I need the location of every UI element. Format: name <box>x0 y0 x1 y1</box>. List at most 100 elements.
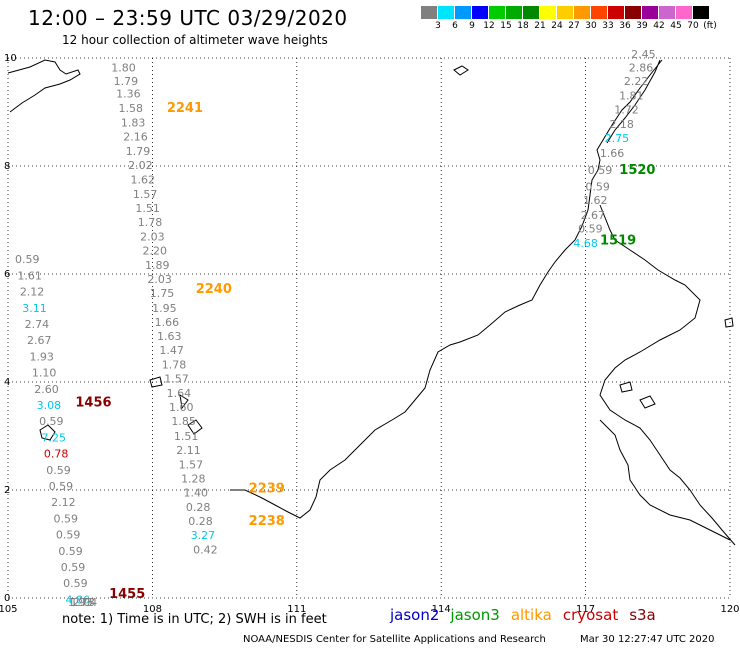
lon-tick-label: 111 <box>287 604 306 615</box>
color-swatch <box>455 6 472 19</box>
color-scale-label: 18 <box>517 21 529 31</box>
swh-value: 1.57 <box>164 373 189 386</box>
color-scale-label: 12 <box>483 21 495 31</box>
lat-tick-label: 6 <box>4 269 10 280</box>
swh-value: 1.72 <box>614 104 639 117</box>
swh-value: 0.28 <box>188 515 213 528</box>
color-scale-label: 36 <box>619 21 631 31</box>
swh-value: 1.57 <box>179 458 204 471</box>
color-scale-label: 9 <box>469 21 475 31</box>
pass-time-label: 2240 <box>196 282 232 297</box>
color-swatch <box>574 6 591 19</box>
swh-value: 2.16 <box>123 131 148 144</box>
map-subtitle: 12 hour collection of altimeter wave hei… <box>62 33 328 47</box>
color-swatch <box>438 6 455 19</box>
color-swatch <box>421 6 438 19</box>
color-scale-label: 39 <box>636 21 648 31</box>
pass-time-label: 1520 <box>619 163 655 178</box>
lat-tick-label: 4 <box>4 377 10 388</box>
swh-value: 1.62 <box>583 194 608 207</box>
swh-value: 1.36 <box>116 87 141 100</box>
color-swatch <box>557 6 574 19</box>
color-scale-label: 70 <box>687 21 699 31</box>
swh-value: 2.20 <box>143 245 168 258</box>
swh-value: 0.59 <box>39 415 64 428</box>
lon-tick-label: 117 <box>576 604 595 615</box>
pass-time-labels: 2241 2240 2239 2238 1456 1455 1520 1519 <box>75 101 655 602</box>
swh-value: 1.28 <box>181 472 206 485</box>
lat-tick-label: 2 <box>4 485 10 496</box>
color-scale-label: 27 <box>568 21 580 31</box>
color-scale-label: 42 <box>653 21 665 31</box>
swh-value: 2.74 <box>25 318 50 331</box>
color-scale-label: 3 <box>435 21 441 31</box>
swh-value: 1.73 <box>70 596 95 609</box>
swh-value: 0.59 <box>46 464 71 477</box>
swh-value: 1.61 <box>17 269 42 282</box>
swh-value: 2.11 <box>176 444 201 457</box>
lat-tick-label: 10 <box>4 53 17 64</box>
swh-value: 0.59 <box>49 480 74 493</box>
map-title: 12:00 – 23:59 UTC 03/29/2020 <box>28 6 348 30</box>
lon-tick-label: 120 <box>720 604 739 615</box>
swh-value: 2.04 <box>73 596 98 609</box>
swh-value: 1.60 <box>169 401 194 414</box>
swh-value: 2.22 <box>624 75 649 88</box>
swh-value: 0.42 <box>193 544 218 557</box>
swh-value: 1.85 <box>171 415 196 428</box>
color-scale-label: 24 <box>551 21 563 31</box>
color-scale-label: 45 <box>670 21 682 31</box>
color-scale-legend: 3 6 9 12 15 18 21 24 27 30 33 36 39 42 45 70 (ft) <box>421 6 717 33</box>
color-scale-label: 6 <box>452 21 458 31</box>
swh-value: 1.78 <box>162 359 187 372</box>
color-swatch <box>523 6 540 19</box>
swh-value: 1.51 <box>174 430 199 443</box>
swh-value: 1.64 <box>167 387 192 400</box>
color-swatch <box>591 6 608 19</box>
pass-time-label: 1519 <box>600 233 636 248</box>
swh-value: 0.59 <box>15 253 40 266</box>
color-scale-label: 21 <box>534 21 546 31</box>
swh-value: 1.83 <box>121 117 146 130</box>
swh-value: 3.08 <box>37 399 62 412</box>
lon-tick-label: 108 <box>143 604 162 615</box>
swh-value: 2.60 <box>34 383 59 396</box>
swh-value: 1.93 <box>29 350 54 363</box>
generated-timestamp: Mar 30 12:27:47 UTC 2020 <box>580 634 715 645</box>
color-scale-labels: 3 6 9 12 15 18 21 24 27 30 33 36 39 42 45 70 (ft) <box>421 21 717 33</box>
swh-value: 0.59 <box>58 545 83 558</box>
swh-value: 1.40 <box>183 486 208 499</box>
swh-value: 1.51 <box>135 202 160 215</box>
swh-value: 1.66 <box>155 316 180 329</box>
swh-value: 3.27 <box>191 529 216 542</box>
swh-value: 0.78 <box>44 448 69 461</box>
pass-time-label: 2239 <box>249 482 285 497</box>
credit-line: NOAA/NESDIS Center for Satellite Applica… <box>243 634 546 645</box>
swh-value: 1.75 <box>150 287 175 300</box>
pass-time-label: 1456 <box>75 395 111 410</box>
swh-value: 2.12 <box>51 496 76 509</box>
color-swatch <box>642 6 659 19</box>
color-swatch <box>608 6 625 19</box>
color-swatch <box>676 6 693 19</box>
swh-value: 2.02 <box>128 159 153 172</box>
swh-value: 7.25 <box>41 431 66 444</box>
swh-value: 1.89 <box>145 259 170 272</box>
color-swatch <box>625 6 642 19</box>
lon-tick-label: 114 <box>432 604 451 615</box>
swh-value: 1.93 <box>68 596 93 609</box>
swh-value: 0.59 <box>61 561 86 574</box>
swh-value: 0.59 <box>54 512 79 525</box>
swh-value: 2.03 <box>140 231 165 244</box>
swh-value: 4.68 <box>573 237 598 250</box>
color-swatch <box>693 6 710 19</box>
swh-value: 3.11 <box>22 302 47 315</box>
swh-value: 2.75 <box>605 132 630 145</box>
swh-value: 2.18 <box>609 118 634 131</box>
swh-value: 2.12 <box>20 286 45 299</box>
color-scale-label: 30 <box>585 21 597 31</box>
satellite-name-jason2: jason2 <box>390 606 440 624</box>
swh-value: 0.59 <box>63 577 88 590</box>
pass-time-label: 2238 <box>249 514 285 529</box>
swh-value: 1.95 <box>152 302 177 315</box>
